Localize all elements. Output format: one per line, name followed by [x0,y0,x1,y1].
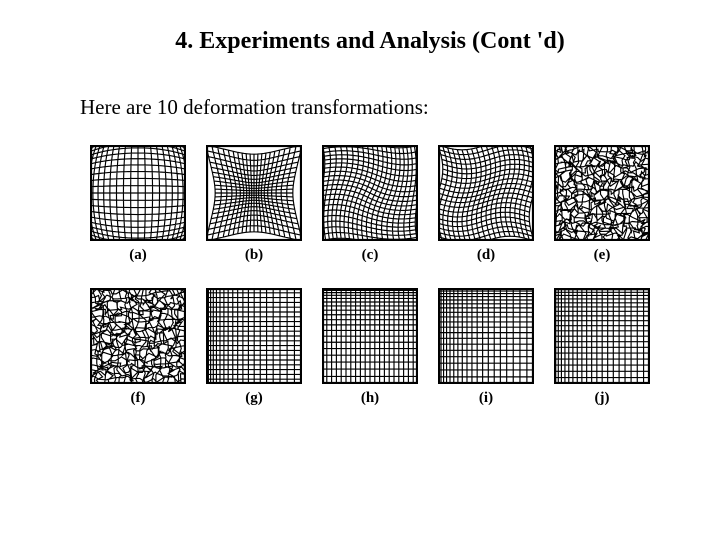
deformation-thumbnail [322,288,418,384]
figure-caption: (i) [479,390,493,407]
figure-cell: (c) [322,145,418,264]
figure-caption: (j) [595,390,610,407]
figure-cell: (d) [438,145,534,264]
figure-cell: (a) [90,145,186,264]
deformation-thumbnail [438,145,534,241]
figure-cell: (i) [438,288,534,407]
figure-caption: (h) [361,390,379,407]
figure-caption: (c) [362,247,379,264]
deformation-thumbnail [206,288,302,384]
deformation-thumbnail [322,145,418,241]
deformation-thumbnail [438,288,534,384]
figure-caption: (f) [131,390,146,407]
figure-caption: (g) [245,390,263,407]
figure-cell: (b) [206,145,302,264]
figure-caption: (b) [245,247,263,264]
figure-cell: (e) [554,145,650,264]
figure-cell: (j) [554,288,650,407]
figure-grid: (a) (b) (c) (d) (e) (f) (g) (h) (i) ( [90,145,660,407]
figure-cell: (g) [206,288,302,407]
figure-cell: (h) [322,288,418,407]
deformation-thumbnail [554,288,650,384]
figure-caption: (e) [594,247,611,264]
deformation-thumbnail [206,145,302,241]
figure-row-1: (a) (b) (c) (d) (e) [90,145,660,264]
deformation-thumbnail [90,145,186,241]
figure-caption: (d) [477,247,495,264]
page-title: 4. Experiments and Analysis (Cont 'd) [60,28,660,55]
figure-row-2: (f) (g) (h) (i) (j) [90,288,660,407]
deformation-thumbnail [554,145,650,241]
page: 4. Experiments and Analysis (Cont 'd) He… [0,0,720,407]
deformation-thumbnail [90,288,186,384]
figure-caption: (a) [129,247,147,264]
intro-text: Here are 10 deformation transformations: [80,95,660,120]
figure-cell: (f) [90,288,186,407]
